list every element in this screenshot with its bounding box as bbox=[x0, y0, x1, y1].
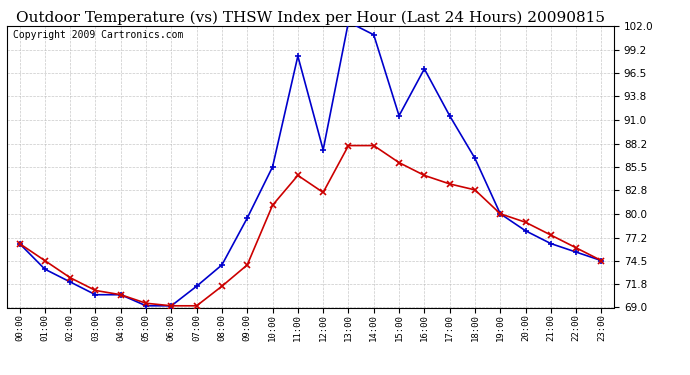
Title: Outdoor Temperature (vs) THSW Index per Hour (Last 24 Hours) 20090815: Outdoor Temperature (vs) THSW Index per … bbox=[16, 11, 605, 25]
Text: Copyright 2009 Cartronics.com: Copyright 2009 Cartronics.com bbox=[13, 30, 184, 40]
